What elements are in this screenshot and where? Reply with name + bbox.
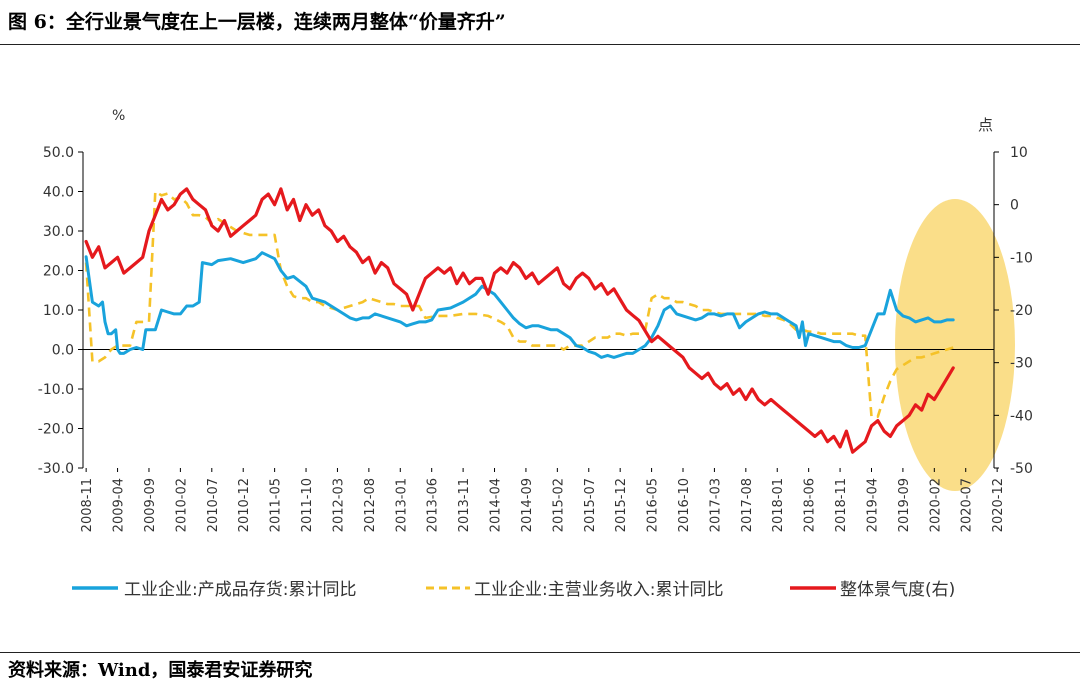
x-tick-label: 2010-12 (237, 478, 252, 532)
x-tick-label: 2013-11 (457, 478, 472, 532)
x-tick-label: 2010-02 (174, 478, 189, 532)
x-tick-label: 2015-07 (583, 478, 598, 532)
x-tick-label: 2008-11 (80, 478, 95, 532)
series-line-2 (84, 190, 954, 418)
left-tick-label: -20.0 (38, 422, 74, 438)
x-tick-label: 2013-06 (426, 478, 441, 532)
series-line-3 (84, 187, 955, 454)
x-tick-label: 2017-03 (708, 478, 723, 532)
x-tick-label: 2009-09 (143, 478, 158, 532)
legend-label-2: 工业企业:主营业务收入:累计同比 (474, 580, 723, 600)
highlight-ellipse (895, 199, 1015, 491)
left-tick-label: 40.0 (43, 185, 74, 201)
left-tick-label: 0.0 (52, 343, 74, 359)
left-tick-label: 10.0 (43, 303, 74, 319)
x-tick-label: 2019-04 (865, 478, 880, 532)
title-divider (0, 44, 1080, 45)
x-tick-label: 2012-08 (363, 478, 378, 532)
x-tick-label: 2011-05 (269, 478, 284, 532)
source-divider (0, 652, 1080, 653)
x-tick-label: 2011-10 (300, 478, 315, 532)
right-tick-label: -10 (1010, 250, 1033, 266)
left-tick-label: 20.0 (43, 264, 74, 280)
x-tick-label: 2018-11 (834, 478, 849, 532)
right-tick-label: -40 (1010, 408, 1033, 424)
figure-title: 图 6：全行业景气度在上一层楼，连续两月整体“价量齐升” (8, 11, 506, 33)
highlight-ellipse-layer (895, 199, 1015, 491)
x-tick-label: 2018-06 (803, 478, 818, 532)
x-tick-label: 2019-09 (897, 478, 912, 532)
source-note: 资料来源：Wind，国泰君安证券研究 (8, 660, 313, 681)
axes: 50.0 40.0 30.0 20.0 10.0 0.0 -10.0 -20.0 -30.0 10… (38, 108, 1033, 532)
right-tick-label: 0 (1010, 198, 1019, 214)
left-tick-label: -30.0 (38, 461, 74, 477)
series-line-1 (84, 251, 955, 359)
legend-label-1: 工业企业:产成品存货:累计同比 (124, 580, 356, 600)
x-tick-label: 2015-02 (551, 478, 566, 532)
x-tick-label: 2020-02 (928, 478, 943, 532)
x-tick-label: 2010-07 (206, 478, 221, 532)
right-tick-label: -50 (1010, 461, 1033, 477)
legend-label-3: 整体景气度(右) (840, 580, 955, 600)
x-tick-label: 2014-04 (489, 478, 504, 532)
right-tick-label: 10 (1010, 145, 1028, 161)
x-tick-label: 2016-10 (677, 478, 692, 532)
left-tick-label: -10.0 (38, 382, 74, 398)
x-tick-label: 2020-07 (960, 478, 975, 532)
x-tick-label: 2013-01 (394, 478, 409, 532)
right-tick-label: -30 (1010, 356, 1033, 372)
legend: 工业企业:产成品存货:累计同比 工业企业:主营业务收入:累计同比 整体景气度(右) (72, 580, 955, 600)
x-tick-label: 2018-01 (771, 478, 786, 532)
x-tick-label: 2017-08 (740, 478, 755, 532)
left-tick-label: 30.0 (43, 224, 74, 240)
x-tick-label: 2015-12 (614, 478, 629, 532)
right-tick-label: -20 (1010, 303, 1033, 319)
x-tick-label: 2016-05 (646, 478, 661, 532)
right-axis-unit: 点 (978, 116, 993, 134)
series-layer (84, 187, 955, 454)
x-tick-label: 2012-03 (331, 478, 346, 532)
left-axis-unit: % (112, 108, 125, 124)
x-tick-label: 2014-09 (520, 478, 535, 532)
line-chart: 50.0 40.0 30.0 20.0 10.0 0.0 -10.0 -20.0 -30.0 10… (38, 108, 1033, 600)
x-tick-label: 2009-04 (112, 478, 127, 532)
x-tick-label: 2020-12 (991, 478, 1006, 532)
left-tick-label: 50.0 (43, 145, 74, 161)
